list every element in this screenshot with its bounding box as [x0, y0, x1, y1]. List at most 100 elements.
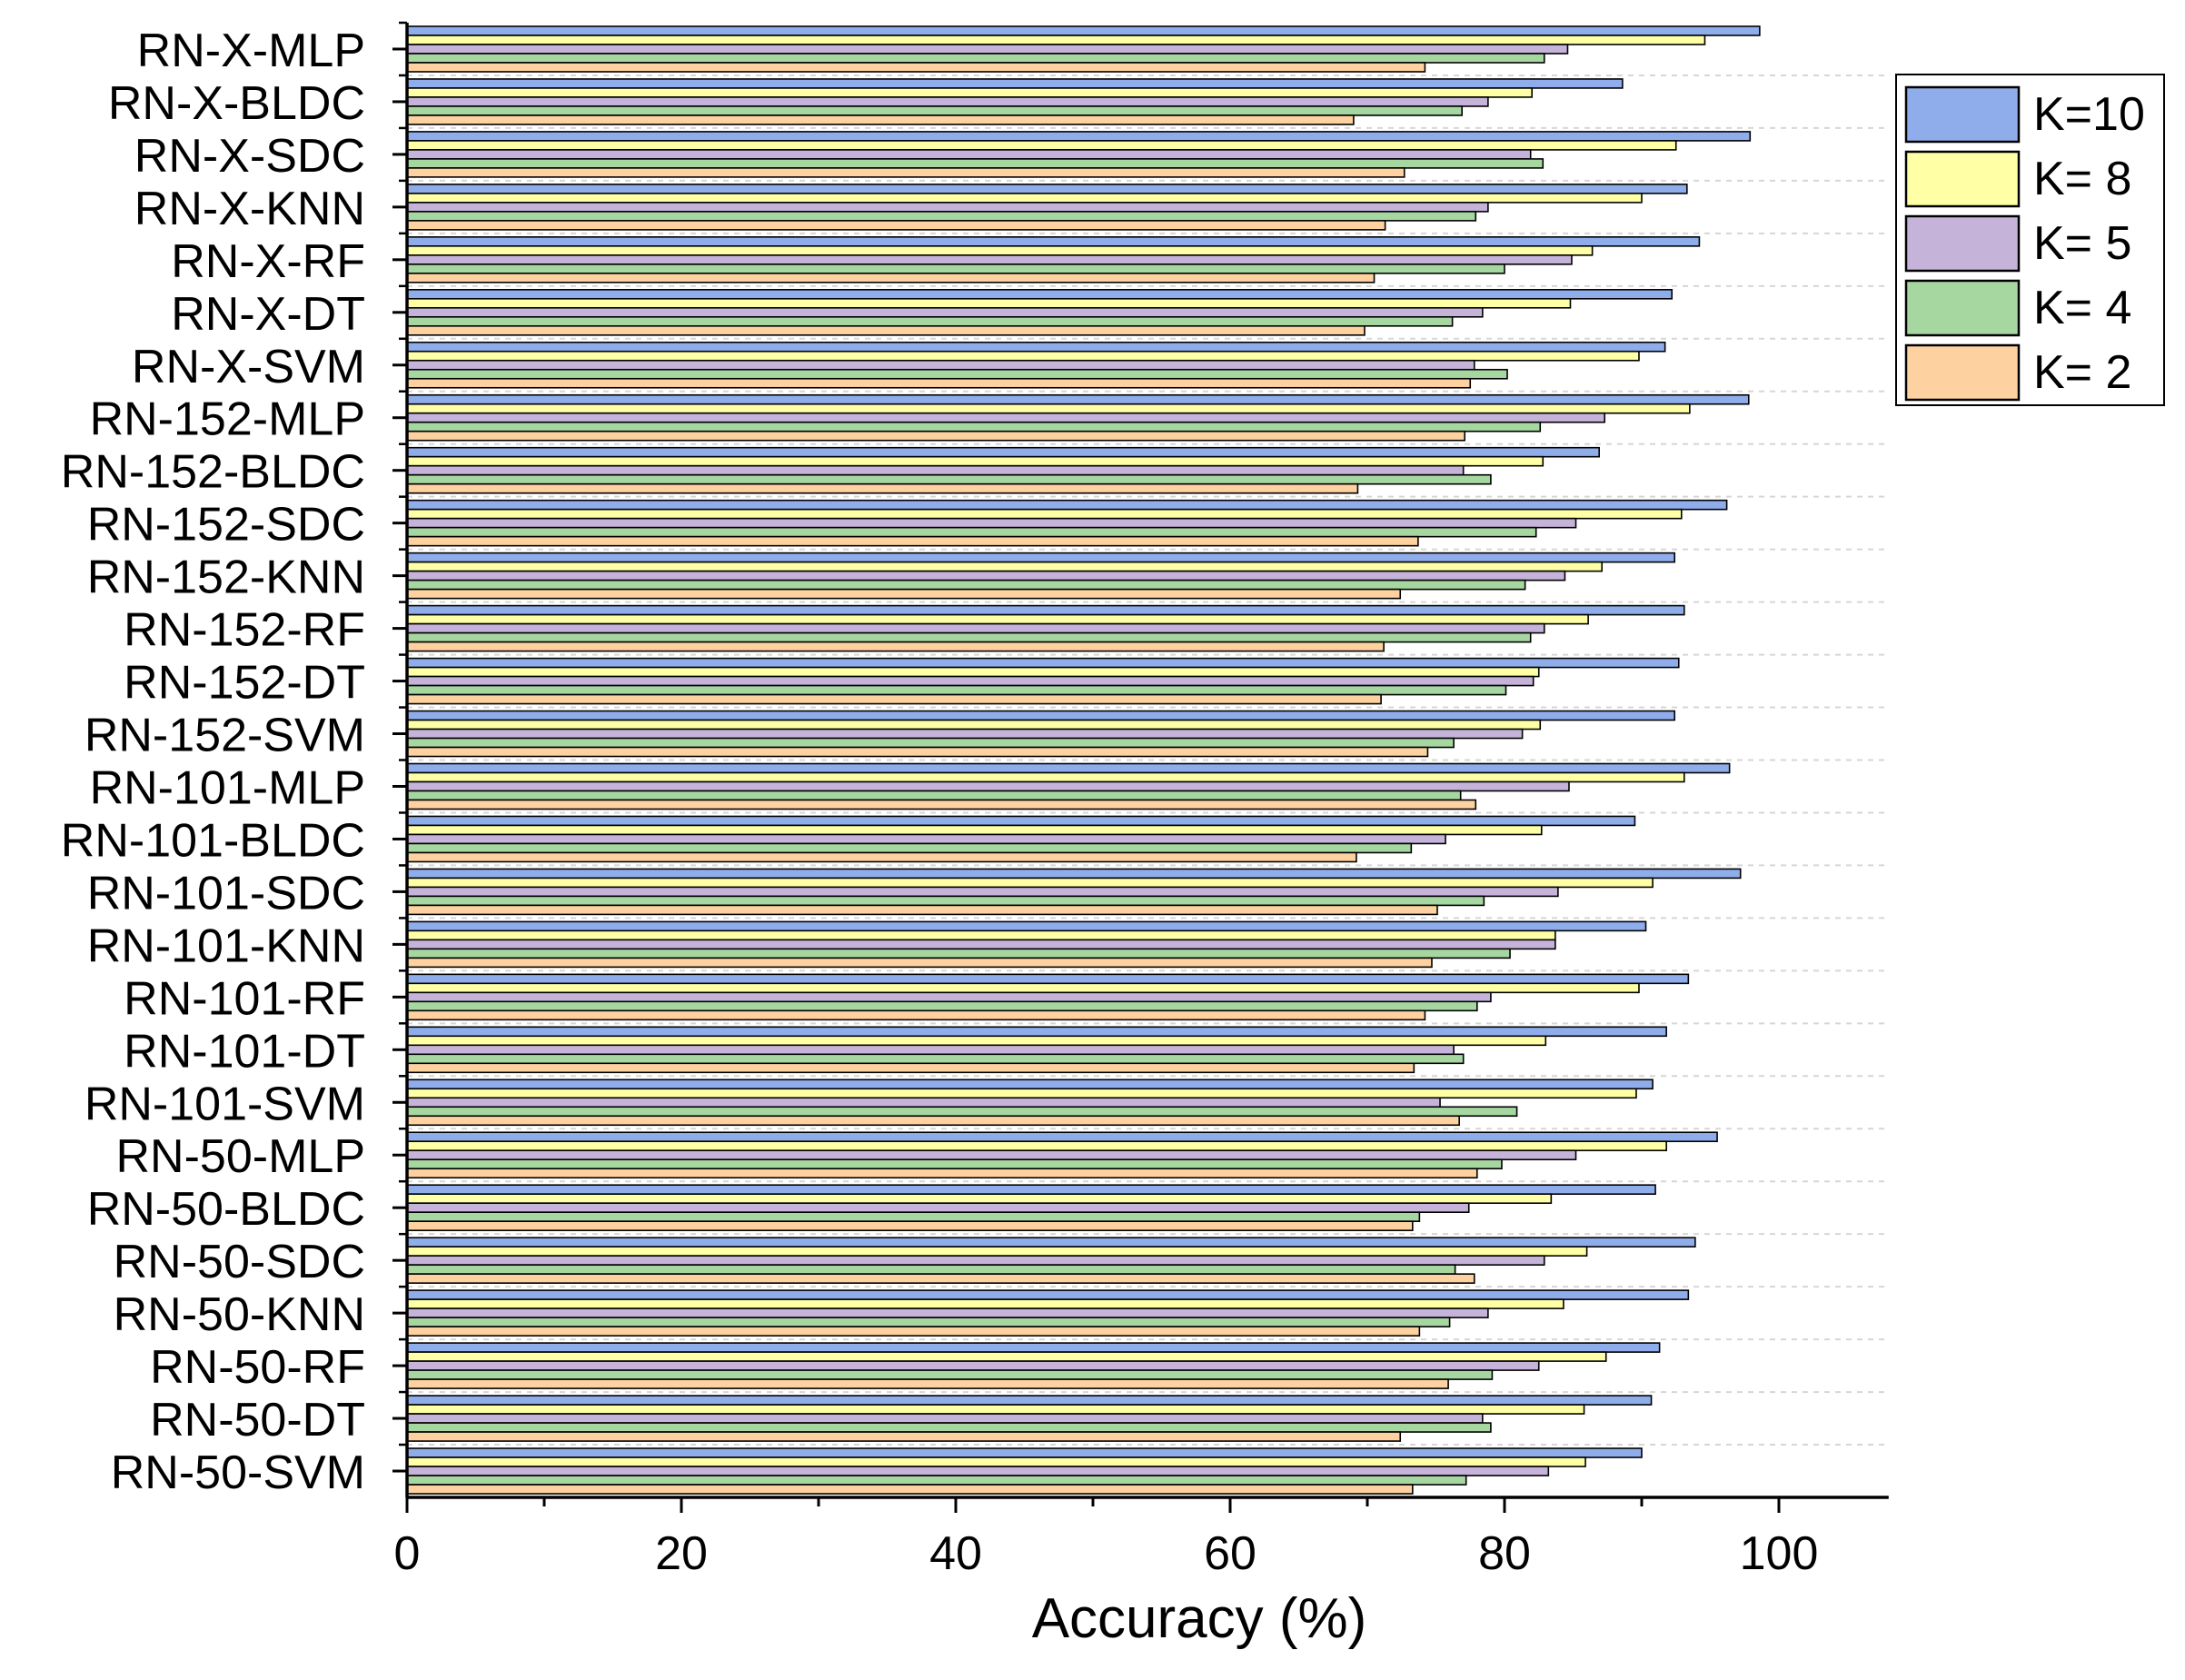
bar-RN-101-SVM-K=5 [406, 1097, 1441, 1108]
legend-label: K= 4 [2033, 282, 2131, 334]
y-tick-label: RN-50-RF [150, 1341, 365, 1394]
bar-RN-50-RF-K=10 [406, 1342, 1661, 1353]
bar-RN-50-BLDC-K=10 [406, 1184, 1656, 1195]
bar-RN-X-RF-K=4 [406, 263, 1505, 274]
bar-RN-50-MLP-K=5 [406, 1149, 1577, 1161]
y-tick-label: RN-152-SDC [87, 499, 365, 552]
bar-RN-152-SVM-K=10 [406, 710, 1676, 721]
x-tick-label: 60 [1204, 1527, 1256, 1580]
bar-RN-101-BLDC-K=8 [406, 824, 1543, 836]
bar-RN-50-MLP-K=4 [406, 1158, 1503, 1170]
bar-RN-152-SDC-K=2 [406, 535, 1419, 547]
bar-RN-152-SVM-K=8 [406, 719, 1542, 731]
bar-RN-152-DT-K=8 [406, 666, 1540, 678]
x-tick-label: 0 [394, 1527, 421, 1580]
bar-RN-101-RF-K=4 [406, 1000, 1478, 1012]
bar-RN-50-MLP-K=2 [406, 1168, 1478, 1179]
bar-RN-152-BLDC-K=10 [406, 446, 1600, 458]
bar-RN-X-BLDC-K=5 [406, 96, 1489, 107]
bar-RN-152-SDC-K=8 [406, 508, 1683, 520]
bar-RN-152-MLP-K=10 [406, 393, 1750, 405]
legend-swatch [1904, 214, 2021, 273]
legend-swatch [1904, 85, 2021, 144]
bar-RN-X-DT-K=5 [406, 307, 1484, 318]
bar-RN-152-BLDC-K=5 [406, 464, 1465, 476]
bar-RN-101-MLP-K=10 [406, 762, 1731, 774]
bar-RN-152-SDC-K=4 [406, 526, 1537, 538]
bar-RN-152-RF-K=5 [406, 622, 1545, 634]
bar-RN-101-RF-K=2 [406, 1009, 1426, 1021]
bar-RN-50-BLDC-K=2 [406, 1220, 1414, 1231]
bar-RN-152-DT-K=4 [406, 684, 1507, 696]
y-tick-label: RN-X-DT [171, 288, 365, 341]
bar-RN-101-SVM-K=4 [406, 1106, 1518, 1118]
x-tick-label: 80 [1478, 1527, 1531, 1580]
bar-RN-152-KNN-K=4 [406, 579, 1526, 591]
legend-label: K=10 [2033, 88, 2145, 141]
bar-RN-101-SDC-K=2 [406, 904, 1438, 916]
bar-RN-50-DT-K=8 [406, 1404, 1585, 1415]
bar-RN-152-KNN-K=8 [406, 561, 1604, 572]
bar-RN-X-SDC-K=4 [406, 158, 1544, 169]
bar-RN-101-DT-K=10 [406, 1026, 1667, 1038]
bar-RN-50-KNN-K=10 [406, 1289, 1690, 1300]
y-tick-label: RN-101-MLP [90, 761, 365, 814]
bar-RN-101-BLDC-K=5 [406, 833, 1446, 845]
bar-RN-50-SVM-K=4 [406, 1475, 1467, 1486]
bar-RN-152-RF-K=2 [406, 641, 1385, 652]
bar-RN-50-DT-K=4 [406, 1422, 1492, 1433]
bar-RN-152-DT-K=10 [406, 657, 1680, 669]
bar-RN-50-SDC-K=2 [406, 1273, 1475, 1284]
bar-RN-152-DT-K=2 [406, 693, 1382, 705]
y-tick-label: RN-X-KNN [134, 183, 365, 235]
y-tick-label: RN-152-RF [124, 604, 365, 657]
legend-label: K= 5 [2033, 217, 2131, 270]
bar-RN-101-MLP-K=8 [406, 771, 1685, 783]
bar-RN-152-RF-K=4 [406, 631, 1532, 643]
bar-RN-152-DT-K=5 [406, 675, 1534, 687]
bar-RN-50-SDC-K=10 [406, 1237, 1696, 1248]
y-tick-label: RN-152-SVM [84, 710, 365, 762]
y-tick-label: RN-101-RF [124, 972, 365, 1025]
bar-RN-101-RF-K=5 [406, 991, 1492, 1003]
bar-RN-101-SDC-K=10 [406, 868, 1742, 880]
bar-RN-X-RF-K=2 [406, 273, 1376, 283]
bar-RN-50-DT-K=10 [406, 1395, 1653, 1406]
bar-RN-X-DT-K=4 [406, 316, 1454, 327]
x-tick-label: 20 [655, 1527, 708, 1580]
y-tick-label: RN-X-SVM [132, 341, 365, 393]
bar-RN-152-RF-K=10 [406, 604, 1685, 616]
bar-RN-152-KNN-K=2 [406, 588, 1402, 600]
bar-RN-X-KNN-K=2 [406, 220, 1386, 231]
bar-RN-152-KNN-K=5 [406, 570, 1566, 582]
bar-RN-X-SDC-K=2 [406, 167, 1405, 178]
y-tick-label: RN-101-DT [124, 1025, 365, 1078]
bar-RN-101-DT-K=8 [406, 1035, 1547, 1047]
bar-RN-X-RF-K=10 [406, 236, 1701, 247]
bar-RN-152-SVM-K=4 [406, 737, 1455, 749]
y-tick-label: RN-152-DT [124, 657, 365, 710]
bar-RN-50-KNN-K=4 [406, 1317, 1451, 1327]
y-tick-label: RN-50-KNN [114, 1288, 365, 1341]
bar-RN-152-SDC-K=5 [406, 517, 1577, 529]
bar-RN-X-DT-K=2 [406, 325, 1366, 336]
bar-RN-152-SDC-K=10 [406, 499, 1728, 511]
bar-RN-50-SDC-K=8 [406, 1246, 1588, 1257]
bar-RN-101-RF-K=8 [406, 982, 1640, 994]
bar-RN-101-MLP-K=2 [406, 799, 1477, 810]
bar-RN-152-BLDC-K=4 [406, 473, 1492, 485]
legend: K=10 K= 8 K= 5 K= 4 K= 2 [1895, 74, 2165, 406]
bar-RN-X-KNN-K=8 [406, 193, 1643, 204]
bar-RN-X-MLP-K=4 [406, 53, 1545, 64]
bar-RN-101-DT-K=2 [406, 1062, 1415, 1074]
bar-RN-X-BLDC-K=4 [406, 105, 1463, 116]
bar-RN-101-SVM-K=2 [406, 1115, 1460, 1127]
bar-RN-X-BLDC-K=10 [406, 78, 1624, 89]
y-tick-label: RN-101-SDC [87, 867, 365, 920]
bar-RN-X-DT-K=10 [406, 289, 1674, 300]
legend-swatch [1904, 343, 2021, 402]
bar-RN-X-RF-K=5 [406, 254, 1573, 265]
y-tick-label: RN-101-BLDC [61, 814, 365, 867]
legend-swatch [1904, 150, 2021, 208]
bar-RN-101-BLDC-K=4 [406, 842, 1413, 854]
